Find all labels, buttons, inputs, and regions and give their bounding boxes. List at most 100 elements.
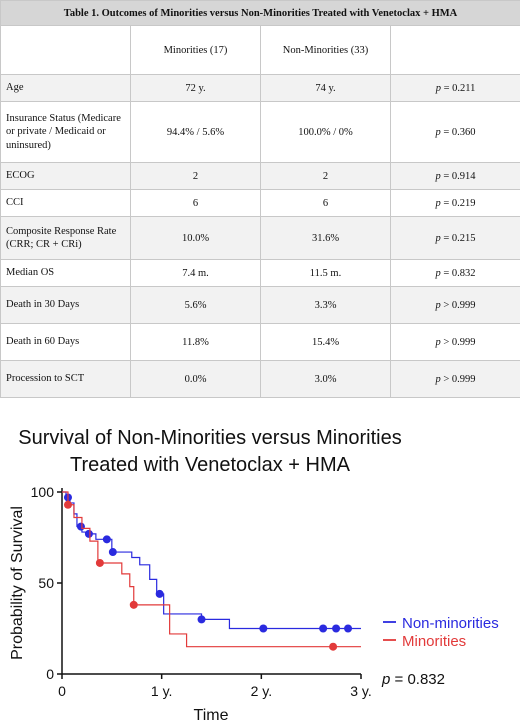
cell-minorities: 0.0%	[131, 361, 261, 398]
cell-minorities: 94.4% / 5.6%	[131, 102, 261, 163]
table-caption: Table 1. Outcomes of Minorities versus N…	[1, 1, 520, 26]
cell-non-minorities: 11.5 m.	[261, 260, 391, 287]
x-tick-label: 1 y.	[151, 683, 173, 699]
p-value-text: = 0.832	[390, 671, 445, 688]
censor-point-minorities	[96, 559, 104, 567]
cell-minorities: 10.0%	[131, 217, 261, 260]
p-value: = 0.219	[441, 198, 476, 209]
censor-point-non-minorities	[85, 530, 93, 538]
cell-minorities: 7.4 m.	[131, 260, 261, 287]
table-row: Insurance Status (Medicare or private / …	[1, 102, 520, 163]
row-label: ECOG	[1, 163, 131, 190]
p-value-symbol: p	[381, 671, 390, 688]
p-value: > 0.999	[441, 300, 476, 311]
cell-minorities: 2	[131, 163, 261, 190]
cell-non-minorities: 100.0% / 0%	[261, 102, 391, 163]
chart-title-line1: Survival of Non-Minorities versus Minori…	[18, 427, 401, 449]
outcomes-table-container: Table 1. Outcomes of Minorities versus N…	[0, 0, 520, 398]
survival-chart-svg: Survival of Non-Minorities versus Minori…	[0, 400, 520, 722]
censor-point-non-minorities	[103, 535, 111, 543]
row-label: CCI	[1, 190, 131, 217]
censor-point-non-minorities	[319, 625, 327, 633]
row-label: Death in 60 Days	[1, 324, 131, 361]
cell-p-value: p = 0.211	[391, 75, 520, 102]
p-value: = 0.360	[441, 127, 476, 138]
p-value: = 0.215	[441, 233, 476, 244]
cell-p-value: p > 0.999	[391, 324, 520, 361]
censor-point-non-minorities	[77, 523, 85, 531]
cell-non-minorities: 74 y.	[261, 75, 391, 102]
row-label: Age	[1, 75, 131, 102]
cell-non-minorities: 3.3%	[261, 287, 391, 324]
row-label: Insurance Status (Medicare or private / …	[1, 102, 131, 163]
header-minorities: Minorities (17)	[131, 26, 261, 75]
cell-p-value: p = 0.219	[391, 190, 520, 217]
x-axis-label: Time	[194, 707, 229, 722]
censor-point-minorities	[329, 643, 337, 651]
cell-p-value: p = 0.360	[391, 102, 520, 163]
p-value: = 0.211	[441, 83, 475, 94]
x-tick-label: 3 y.	[350, 683, 372, 699]
x-tick-label: 0	[58, 683, 66, 699]
table-row: Composite Response Rate (CRR; CR + CRi)1…	[1, 217, 520, 260]
censor-point-non-minorities	[332, 625, 340, 633]
cell-non-minorities: 15.4%	[261, 324, 391, 361]
cell-minorities: 11.8%	[131, 324, 261, 361]
header-cell-blank-right	[391, 26, 520, 75]
y-tick-label: 0	[46, 666, 54, 682]
chart-series-layer	[62, 492, 361, 651]
cell-non-minorities: 31.6%	[261, 217, 391, 260]
legend-label-minorities: Minorities	[402, 633, 466, 650]
table-header-row: Minorities (17) Non-Minorities (33)	[1, 26, 520, 75]
cell-p-value: p = 0.215	[391, 217, 520, 260]
header-cell-blank-left	[1, 26, 131, 75]
cell-p-value: p = 0.914	[391, 163, 520, 190]
row-label: Median OS	[1, 260, 131, 287]
series-line-non-minorities	[62, 492, 361, 629]
p-value: = 0.914	[441, 171, 476, 182]
legend-label-non-minorities: Non-minorities	[402, 615, 499, 632]
row-label: Composite Response Rate (CRR; CR + CRi)	[1, 217, 131, 260]
cell-non-minorities: 3.0%	[261, 361, 391, 398]
p-value: = 0.832	[441, 268, 476, 279]
cell-non-minorities: 6	[261, 190, 391, 217]
cell-minorities: 72 y.	[131, 75, 261, 102]
p-value: > 0.999	[441, 374, 476, 385]
chart-axes: 0 50 100 0 1 y. 2 y. 3 y.	[31, 484, 372, 699]
censor-point-non-minorities	[109, 548, 117, 556]
cell-minorities: 6	[131, 190, 261, 217]
censor-point-minorities	[64, 501, 72, 509]
y-tick-label: 100	[31, 484, 55, 500]
survival-chart: Survival of Non-Minorities versus Minori…	[0, 400, 520, 722]
y-tick-label: 50	[38, 575, 54, 591]
p-value: > 0.999	[441, 337, 476, 348]
cell-non-minorities: 2	[261, 163, 391, 190]
chart-title-line2: Treated with Venetoclax + HMA	[70, 454, 351, 476]
cell-p-value: p > 0.999	[391, 287, 520, 324]
cell-p-value: p > 0.999	[391, 361, 520, 398]
p-value-annotation: p = 0.832	[381, 671, 445, 688]
censor-point-minorities	[130, 601, 138, 609]
series-line-minorities	[62, 492, 361, 647]
row-label: Procession to SCT	[1, 361, 131, 398]
censor-point-non-minorities	[156, 590, 164, 598]
header-non-minorities: Non-Minorities (33)	[261, 26, 391, 75]
censor-point-non-minorities	[198, 615, 206, 623]
x-tick-label: 2 y.	[251, 683, 273, 699]
cell-minorities: 5.6%	[131, 287, 261, 324]
y-axis-label: Probability of Survival	[9, 506, 26, 660]
censor-point-non-minorities	[259, 625, 267, 633]
censor-point-non-minorities	[344, 625, 352, 633]
row-label: Death in 30 Days	[1, 287, 131, 324]
outcomes-table: Table 1. Outcomes of Minorities versus N…	[0, 0, 520, 398]
cell-p-value: p = 0.832	[391, 260, 520, 287]
